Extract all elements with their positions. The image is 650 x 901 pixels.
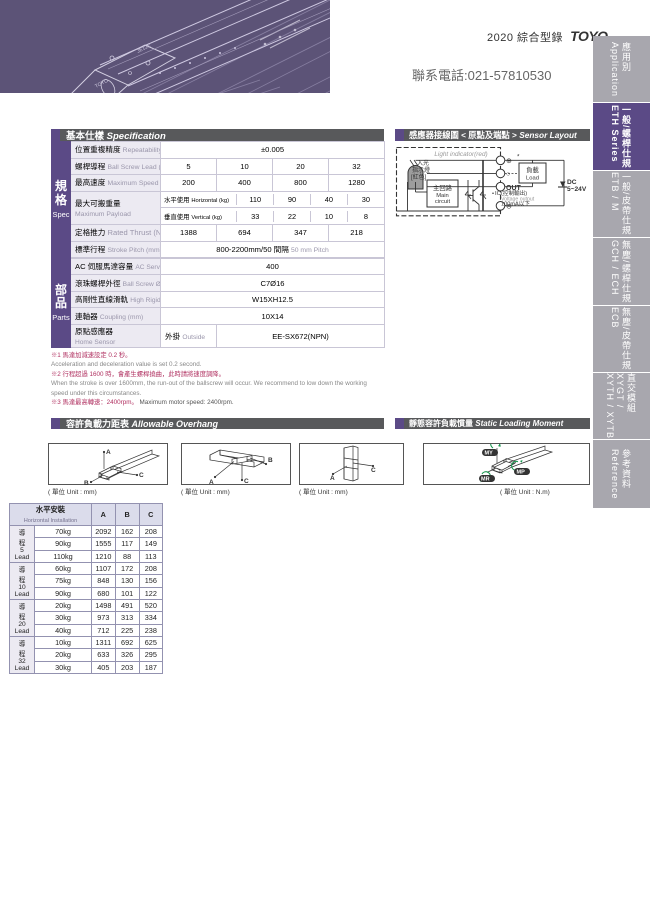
svg-text:A: A — [330, 475, 335, 482]
svg-text:*: * — [517, 153, 520, 160]
svg-text:100mA以下: 100mA以下 — [501, 201, 530, 208]
svg-text:MP: MP — [517, 469, 526, 475]
svg-text:A: A — [209, 479, 214, 486]
svg-text:•: • — [492, 191, 494, 197]
svg-text:5~24V: 5~24V — [567, 186, 587, 193]
svg-text:C: C — [371, 467, 376, 474]
svg-text:Load: Load — [526, 176, 539, 182]
svg-text:Light indicator(red): Light indicator(red) — [434, 151, 487, 158]
svg-text:MR: MR — [481, 476, 490, 482]
svg-text:主回路: 主回路 — [433, 183, 453, 192]
svg-text:C: C — [244, 478, 249, 485]
svg-text:MY: MY — [485, 450, 494, 456]
svg-text:○: ○ — [506, 171, 510, 178]
svg-text:DC: DC — [567, 179, 577, 186]
svg-text:circuit: circuit — [435, 199, 451, 205]
svg-text:⊕: ⊕ — [506, 158, 512, 165]
svg-text:IC: IC — [495, 191, 501, 197]
svg-text:負載: 負載 — [526, 165, 539, 174]
svg-text:[紅色]: [紅色] — [411, 173, 427, 181]
svg-text:指示燈: 指示燈 — [412, 166, 430, 174]
svg-text:B: B — [268, 457, 273, 464]
svg-text:A: A — [106, 449, 111, 456]
svg-text:C: C — [139, 472, 144, 479]
